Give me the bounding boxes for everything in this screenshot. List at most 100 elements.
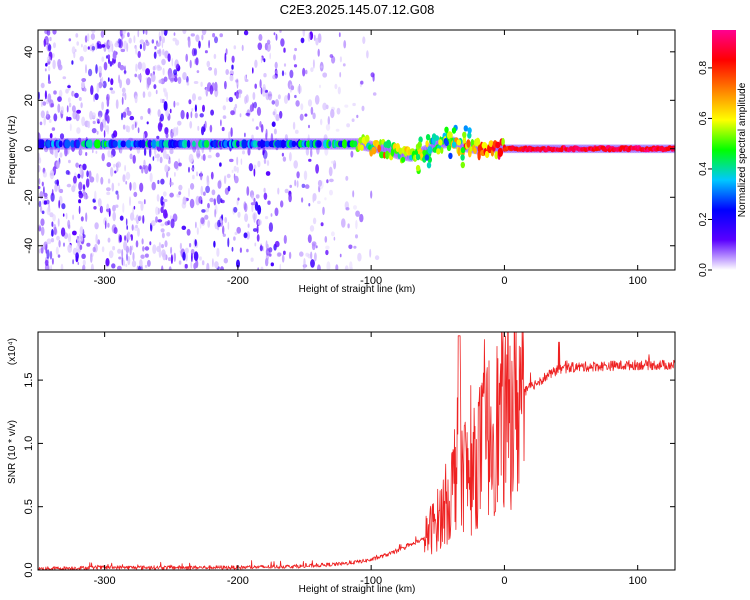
ridge-cell: [280, 139, 286, 149]
colorbar: 0.0 0.2 0.4 0.6 0.8 Normalized spectral ampl…: [698, 30, 748, 277]
ridge-cell: [291, 140, 297, 148]
spectrogram-cell: [94, 93, 99, 101]
figure-title: C2E3.2025.145.07.12.G08: [280, 2, 435, 17]
spectrogram-cell: [204, 87, 208, 95]
spectrogram-cell: [57, 254, 61, 258]
spectrogram-cell: [200, 185, 204, 196]
spectrogram-cell: [246, 186, 250, 196]
spectrogram-cell: [279, 30, 282, 33]
spectrogram-cell: [256, 106, 262, 116]
spectrogram-cell: [171, 57, 174, 67]
spectrogram-cell: [114, 42, 119, 48]
spectrogram-cell: [159, 35, 162, 42]
spectrogram-cell: [200, 217, 205, 225]
spectrogram-cell: [266, 160, 270, 166]
spectrogram-cell: [107, 54, 111, 59]
spectrogram-cell: [126, 231, 131, 241]
spectrogram-cell: [305, 252, 310, 257]
spectrogram-cell: [169, 182, 174, 186]
spectrogram-cell: [40, 226, 45, 236]
spectrogram-cell: [97, 110, 103, 118]
ridge-cell: [440, 146, 444, 154]
spectrogram-cell: [283, 63, 287, 67]
ridge-cell: [494, 151, 499, 160]
spectrogram-cell: [331, 56, 336, 64]
spectrogram-cell: [98, 81, 103, 89]
snr-y-label: SNR (10 * v/v): [7, 420, 18, 484]
spectrogram-cell: [344, 104, 349, 108]
spectrogram-cell: [111, 133, 115, 139]
spectrogram-cell: [46, 199, 50, 205]
spectrogram-cell: [129, 196, 131, 207]
spectrogram-cell: [101, 44, 106, 48]
spectrogram-cell: [205, 185, 211, 194]
spectrogram-cell: [110, 154, 114, 158]
spectrogram-cell: [103, 61, 108, 71]
spectrogram-cell: [290, 85, 295, 91]
spectrogram-cell: [59, 188, 64, 194]
ridge-cell: [460, 154, 465, 161]
spectrogram-cell: [92, 149, 94, 154]
spectrogram-cell: [310, 148, 313, 158]
spectrogram-cell: [52, 214, 56, 222]
spectrogram-cell: [82, 163, 87, 171]
spectrogram-cell: [192, 93, 196, 101]
x-tick-label: -200: [227, 275, 249, 287]
spectrogram-cell: [271, 121, 276, 127]
spectrogram-cell: [213, 67, 218, 76]
spectrogram-cell: [46, 238, 52, 245]
spectrogram-cell: [121, 248, 124, 259]
spectrogram-cell: [317, 264, 321, 270]
spectrogram-cell: [204, 50, 208, 54]
spectrogram-cell: [142, 215, 145, 224]
spectrogram-cell: [224, 217, 228, 223]
spectrogram-cell: [152, 156, 155, 161]
spectrogram-cell: [273, 128, 277, 135]
spectrogram-cell: [92, 120, 96, 125]
spectrogram-cell: [270, 262, 274, 267]
spectrogram-cell: [38, 164, 41, 173]
spectrogram-cell: [257, 267, 260, 270]
spectrogram-cell: [191, 252, 193, 263]
spectrogram-cell: [181, 225, 187, 230]
spectrogram-cell: [116, 161, 122, 168]
spectrogram-cell: [329, 54, 334, 58]
spectrogram-cell: [40, 82, 45, 89]
spectrogram-cell: [233, 165, 237, 172]
spectrogram-cell: [135, 46, 138, 55]
spectrogram-cell: [213, 53, 217, 60]
spectrogram-cell: [143, 133, 145, 142]
spectrogram-cell: [52, 59, 56, 70]
spectrogram-cell: [103, 130, 106, 138]
ridge-cell: [448, 152, 453, 160]
spectrogram-cell: [107, 237, 111, 243]
spectrogram-cell: [158, 242, 161, 249]
spectrogram-cell: [231, 55, 235, 63]
spectrogram-cell: [60, 263, 64, 270]
spectrogram-cell: [257, 42, 263, 51]
spectrogram-cell: [124, 164, 126, 172]
ridge-cell: [341, 139, 348, 149]
spectrogram-cell: [147, 91, 152, 98]
spectrogram-cell: [265, 171, 271, 176]
spectrogram-cell: [80, 102, 83, 109]
spectrogram-cell: [79, 233, 81, 240]
spectrogram-cell: [82, 189, 86, 196]
spectrogram-cell: [253, 213, 256, 223]
x-tick-label: 100: [629, 575, 647, 587]
spectrogram-cell: [156, 194, 160, 202]
spectrogram-cell: [72, 214, 75, 221]
spectrogram-cell: [161, 265, 164, 270]
spectrogram-cell: [283, 47, 286, 53]
spectrogram-cell: [279, 263, 282, 270]
spectrogram-cell: [82, 234, 86, 239]
ridge-cell: [467, 132, 472, 139]
spectrogram-cell: [111, 263, 116, 269]
spectrogram-cell: [81, 81, 85, 89]
spectrogram-cell: [266, 39, 271, 45]
spectrogram-cell: [258, 34, 263, 41]
spectrogram-cell: [134, 121, 137, 128]
spectrogram-cell: [67, 97, 71, 103]
spectrogram-cell: [294, 179, 297, 187]
